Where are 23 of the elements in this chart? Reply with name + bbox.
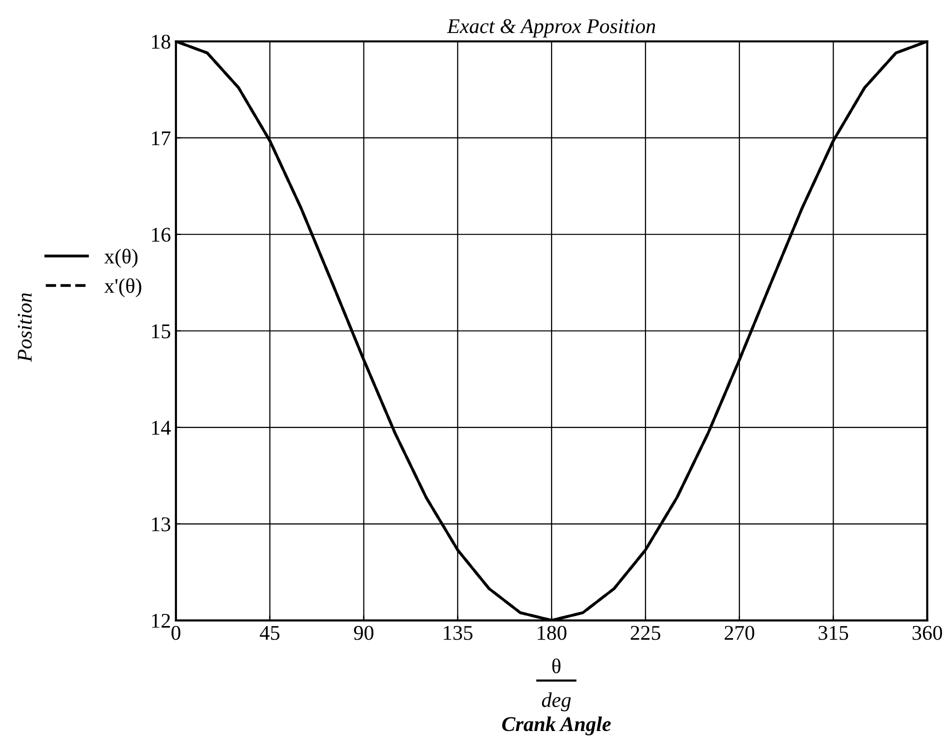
text: θ [552,658,560,674]
x-tick-label: 270 [724,626,754,640]
legend-label: x'(θ) [104,278,142,298]
y-tick-label: 14 [152,420,171,435]
chart-title: Exact & Approx Position [446,19,656,38]
x-tick-label: 45 [260,626,280,640]
x-tick-label: 180 [538,626,566,640]
y-tick-label: 18 [152,34,170,49]
text: Position [18,293,32,362]
x-tick-label: 90 [354,626,374,640]
x-tick-label: 315 [818,626,848,640]
y-tick-label: 13 [152,517,170,532]
y-tick-label: 17 [152,131,170,146]
text: deg [542,692,571,712]
x-tick-label: 135 [444,626,472,640]
x-tick-label: 225 [630,626,660,640]
x-tick-label: 0 [172,626,180,640]
legend-label: x(θ) [104,248,138,268]
y-tick-label: 15 [152,324,170,338]
x-axis-title: Crank Angle [502,716,611,736]
y-tick-label: 16 [152,228,170,242]
y-tick-label: 12 [152,614,170,628]
x-tick-label: 360 [912,626,942,640]
